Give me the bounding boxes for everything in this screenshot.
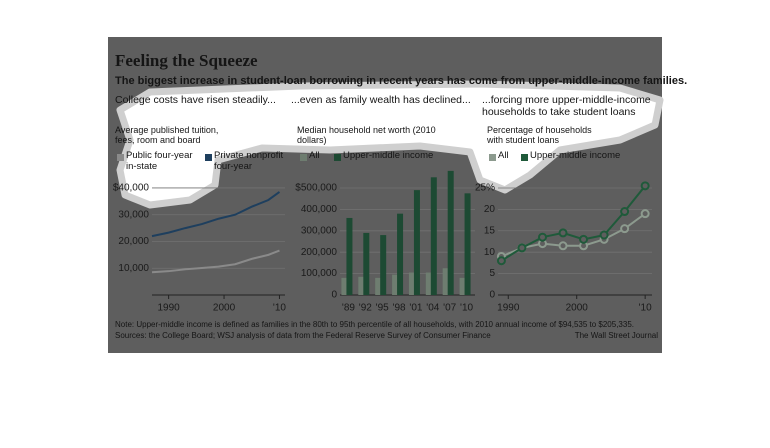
bar (375, 277, 382, 295)
marker (640, 181, 650, 191)
y-tick-label: 400,000 (301, 204, 338, 215)
y-tick-label: 10,000 (118, 263, 149, 274)
credit: The Wall Street Journal (574, 331, 658, 340)
x-tick-label: '10 (639, 303, 652, 314)
x-tick-label: '92 (359, 303, 372, 314)
y-tick-label: 100,000 (301, 268, 338, 279)
chart-heading: College costs have risen steadily... (115, 94, 276, 106)
legend-label: Upper-middle income (343, 150, 434, 161)
marker (620, 207, 630, 217)
title: Feeling the Squeeze (115, 51, 258, 70)
legend-swatch (489, 154, 496, 161)
y-tick-label: 300,000 (301, 225, 338, 236)
y-tick-label: 0 (331, 290, 337, 301)
line (151, 249, 280, 274)
x-tick-label: '98 (393, 303, 406, 314)
x-tick-label: '95 (376, 303, 389, 314)
chart-heading: ...forcing more upper-middle-income hous… (482, 94, 651, 119)
bar (380, 235, 387, 295)
bar (425, 272, 432, 295)
x-tick-label: 2000 (213, 303, 236, 314)
bar (392, 274, 399, 295)
y-tick-label: 0 (489, 290, 495, 301)
marker (620, 224, 630, 234)
chart-heading: ...even as family wealth has declined... (291, 94, 471, 106)
legend-label: All (309, 150, 320, 161)
marker (537, 232, 547, 242)
marker (599, 230, 609, 240)
marker (496, 256, 506, 266)
bar (341, 277, 348, 295)
marker (558, 241, 568, 251)
highlight-blob (116, 80, 664, 209)
x-tick-label: 2000 (566, 303, 589, 314)
x-tick-label: '01 (409, 303, 422, 314)
legend-label: All (498, 150, 509, 161)
legend-swatch (117, 154, 124, 161)
subtitle: The biggest increase in student-loan bor… (115, 75, 688, 87)
axis-label: Average published tuition, fees, room an… (115, 125, 219, 146)
y-tick-label: $500,000 (295, 183, 337, 194)
y-tick-label: 20,000 (118, 236, 149, 247)
bar (413, 190, 420, 295)
marker (517, 243, 527, 253)
legend-swatch (521, 154, 528, 161)
legend-swatch (334, 154, 341, 161)
axis-label: Percentage of households with student lo… (487, 125, 592, 146)
marker (640, 209, 650, 219)
bar (408, 272, 415, 295)
bar (397, 213, 404, 295)
axis-label: Median household net worth (2010 dollars… (297, 125, 436, 146)
bar (464, 193, 471, 295)
bar (459, 277, 466, 295)
bar (363, 232, 370, 295)
legend-label: Public four-year in-state (126, 150, 193, 172)
bar (430, 177, 437, 295)
y-tick-label: 25% (475, 183, 495, 194)
note: Note: Upper-middle income is defined as … (115, 320, 634, 329)
legend-swatch (300, 154, 307, 161)
y-tick-label: $40,000 (113, 183, 150, 194)
marker (558, 228, 568, 238)
line (151, 191, 281, 238)
bar (442, 268, 449, 295)
x-tick-label: '89 (342, 303, 355, 314)
x-tick-label: '04 (426, 303, 439, 314)
x-tick-label: '07 (443, 303, 456, 314)
y-tick-label: 10 (484, 247, 496, 258)
marker (579, 234, 589, 244)
y-tick-label: 15 (484, 225, 496, 236)
source: Sources: the College Board; WSJ analysis… (115, 331, 491, 340)
legend-swatch (205, 154, 212, 161)
x-tick-label: '10 (460, 303, 473, 314)
legend-label: Upper-middle income (530, 150, 621, 161)
x-tick-label: 1990 (158, 303, 181, 314)
y-tick-label: 20 (484, 204, 496, 215)
y-tick-label: 5 (489, 268, 495, 279)
bar (346, 217, 353, 295)
x-tick-label: 1990 (497, 303, 520, 314)
y-tick-label: 30,000 (118, 209, 149, 220)
legend-label: Private nonprofit four-year (214, 150, 284, 172)
y-tick-label: 200,000 (301, 247, 338, 258)
bar (358, 276, 365, 295)
x-tick-label: '10 (273, 303, 286, 314)
bar (447, 170, 454, 295)
